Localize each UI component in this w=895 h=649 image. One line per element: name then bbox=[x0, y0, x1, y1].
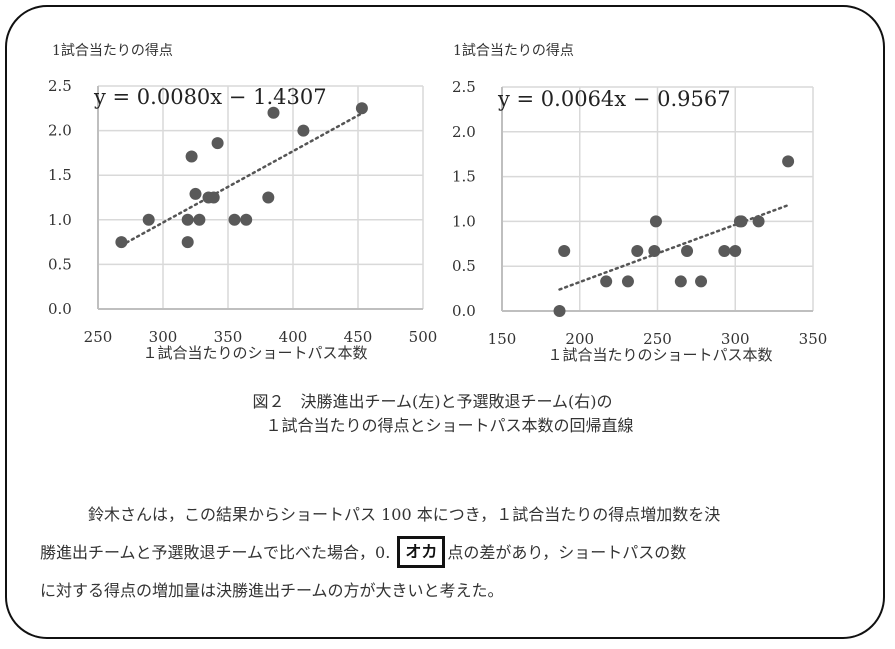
x-axis-title: １試合当たりのショートパス本数 bbox=[142, 344, 367, 362]
x-tick-label: 350 bbox=[799, 330, 828, 348]
y-axis-title: 1試合当たりの得点 bbox=[52, 43, 173, 59]
data-point bbox=[240, 213, 253, 226]
chart-svg: 0.0 0.5 1.0 1.5 2.0 2.5 250 300 350 400 450 500 y = … bbox=[48, 77, 438, 362]
regression-equation: y = 0.0080x − 1.4307 bbox=[93, 85, 327, 109]
y-tick-label: 0.0 bbox=[48, 300, 72, 318]
data-point bbox=[181, 236, 194, 249]
data-point bbox=[185, 150, 198, 163]
y-tick-label: 1.5 bbox=[452, 168, 476, 186]
y-tick-label: 0.5 bbox=[452, 257, 476, 275]
paragraph-line-3: に対する得点の増加量は決勝進出チームの方が大きいと考えた。 bbox=[40, 581, 504, 600]
data-point bbox=[211, 137, 224, 150]
data-point bbox=[729, 244, 742, 257]
data-point bbox=[681, 244, 694, 257]
data-point bbox=[782, 155, 795, 168]
data-point bbox=[649, 215, 662, 228]
data-point bbox=[695, 275, 708, 288]
page-frame bbox=[5, 5, 885, 639]
paragraph-line-1: 鈴木さんは，この結果からショートパス 100 本につき，１試合当たりの得点増加数… bbox=[88, 505, 721, 524]
data-point bbox=[718, 244, 731, 257]
x-tick-label: 150 bbox=[488, 330, 517, 348]
trendline bbox=[120, 112, 364, 247]
y-tick-label: 1.0 bbox=[48, 211, 72, 229]
regression-equation: y = 0.0064x − 0.9567 bbox=[497, 87, 731, 111]
x-tick-label: 400 bbox=[279, 328, 308, 346]
data-point bbox=[558, 244, 571, 257]
caption-line-2: １試合当たりの得点とショートパス本数の回帰直線 bbox=[265, 416, 634, 435]
answer-box[interactable]: オカ bbox=[397, 535, 446, 568]
x-tick-label: 300 bbox=[721, 330, 750, 348]
data-point bbox=[189, 187, 202, 200]
x-tick-label: 500 bbox=[409, 328, 438, 346]
data-point bbox=[297, 124, 310, 137]
scatter-chart-finalists: 1試合当たりの得点 0.0 0.5 1.0 1.5 2.0 2.5 250 300 350 400… bbox=[0, 0, 450, 380]
data-point bbox=[193, 213, 206, 226]
y-tick-label: 2.0 bbox=[452, 123, 476, 141]
data-point bbox=[262, 191, 275, 204]
data-point bbox=[621, 275, 634, 288]
y-axis-title: 1試合当たりの得点 bbox=[453, 43, 574, 59]
data-point bbox=[752, 215, 765, 228]
data-point bbox=[600, 275, 613, 288]
y-tick-label: 2.0 bbox=[48, 122, 72, 140]
y-tick-label: 0.5 bbox=[48, 255, 72, 273]
data-point bbox=[207, 191, 220, 204]
x-tick-label: 200 bbox=[565, 330, 594, 348]
data-point bbox=[228, 213, 241, 226]
caption-line-1: 図２ 決勝進出チーム(左)と予選敗退チーム(右)の bbox=[252, 392, 613, 411]
x-tick-label: 250 bbox=[84, 328, 113, 346]
paragraph-line-2: 勝進出チームと予選敗退チームで比べた場合，0. オカ 点の差があり，ショートパスの… bbox=[40, 534, 888, 572]
x-tick-label: 450 bbox=[344, 328, 373, 346]
data-point bbox=[631, 244, 644, 257]
figure-caption: 図２ 決勝進出チーム(左)と予選敗退チーム(右)の １試合当たりの得点とショート… bbox=[0, 390, 895, 438]
paragraph-line-2-after: 点の差があり，ショートパスの数 bbox=[447, 543, 687, 562]
body-paragraph: 鈴木さんは，この結果からショートパス 100 本につき，１試合当たりの得点増加数… bbox=[40, 496, 888, 610]
y-tick-label: 1.0 bbox=[452, 212, 476, 230]
data-point bbox=[142, 213, 155, 226]
x-axis-title: １試合当たりのショートパス本数 bbox=[547, 346, 772, 364]
y-tick-label: 2.5 bbox=[48, 77, 72, 95]
x-tick-label: 250 bbox=[643, 330, 672, 348]
data-point bbox=[355, 102, 368, 115]
x-tick-label: 350 bbox=[214, 328, 243, 346]
x-tick-label: 300 bbox=[149, 328, 178, 346]
data-point bbox=[735, 215, 748, 228]
paragraph-line-2-before: 勝進出チームと予選敗退チームで比べた場合，0. bbox=[40, 543, 391, 562]
data-point bbox=[115, 236, 128, 249]
data-point bbox=[674, 275, 687, 288]
data-point bbox=[648, 244, 661, 257]
trendline bbox=[558, 203, 790, 291]
y-tick-label: 2.5 bbox=[452, 78, 476, 96]
y-tick-label: 0.0 bbox=[452, 302, 476, 320]
y-tick-label: 1.5 bbox=[48, 166, 72, 184]
data-point bbox=[553, 305, 566, 317]
data-point bbox=[181, 213, 194, 226]
chart-svg: 0.0 0.5 1.0 1.5 2.0 2.5 150 200 250 300 350 y = 0.0… bbox=[452, 78, 828, 364]
data-point bbox=[267, 106, 280, 119]
scatter-chart-eliminated: 1試合当たりの得点 0.0 0.5 1.0 1.5 2.0 2.5 150 200 250 300… bbox=[452, 43, 828, 364]
